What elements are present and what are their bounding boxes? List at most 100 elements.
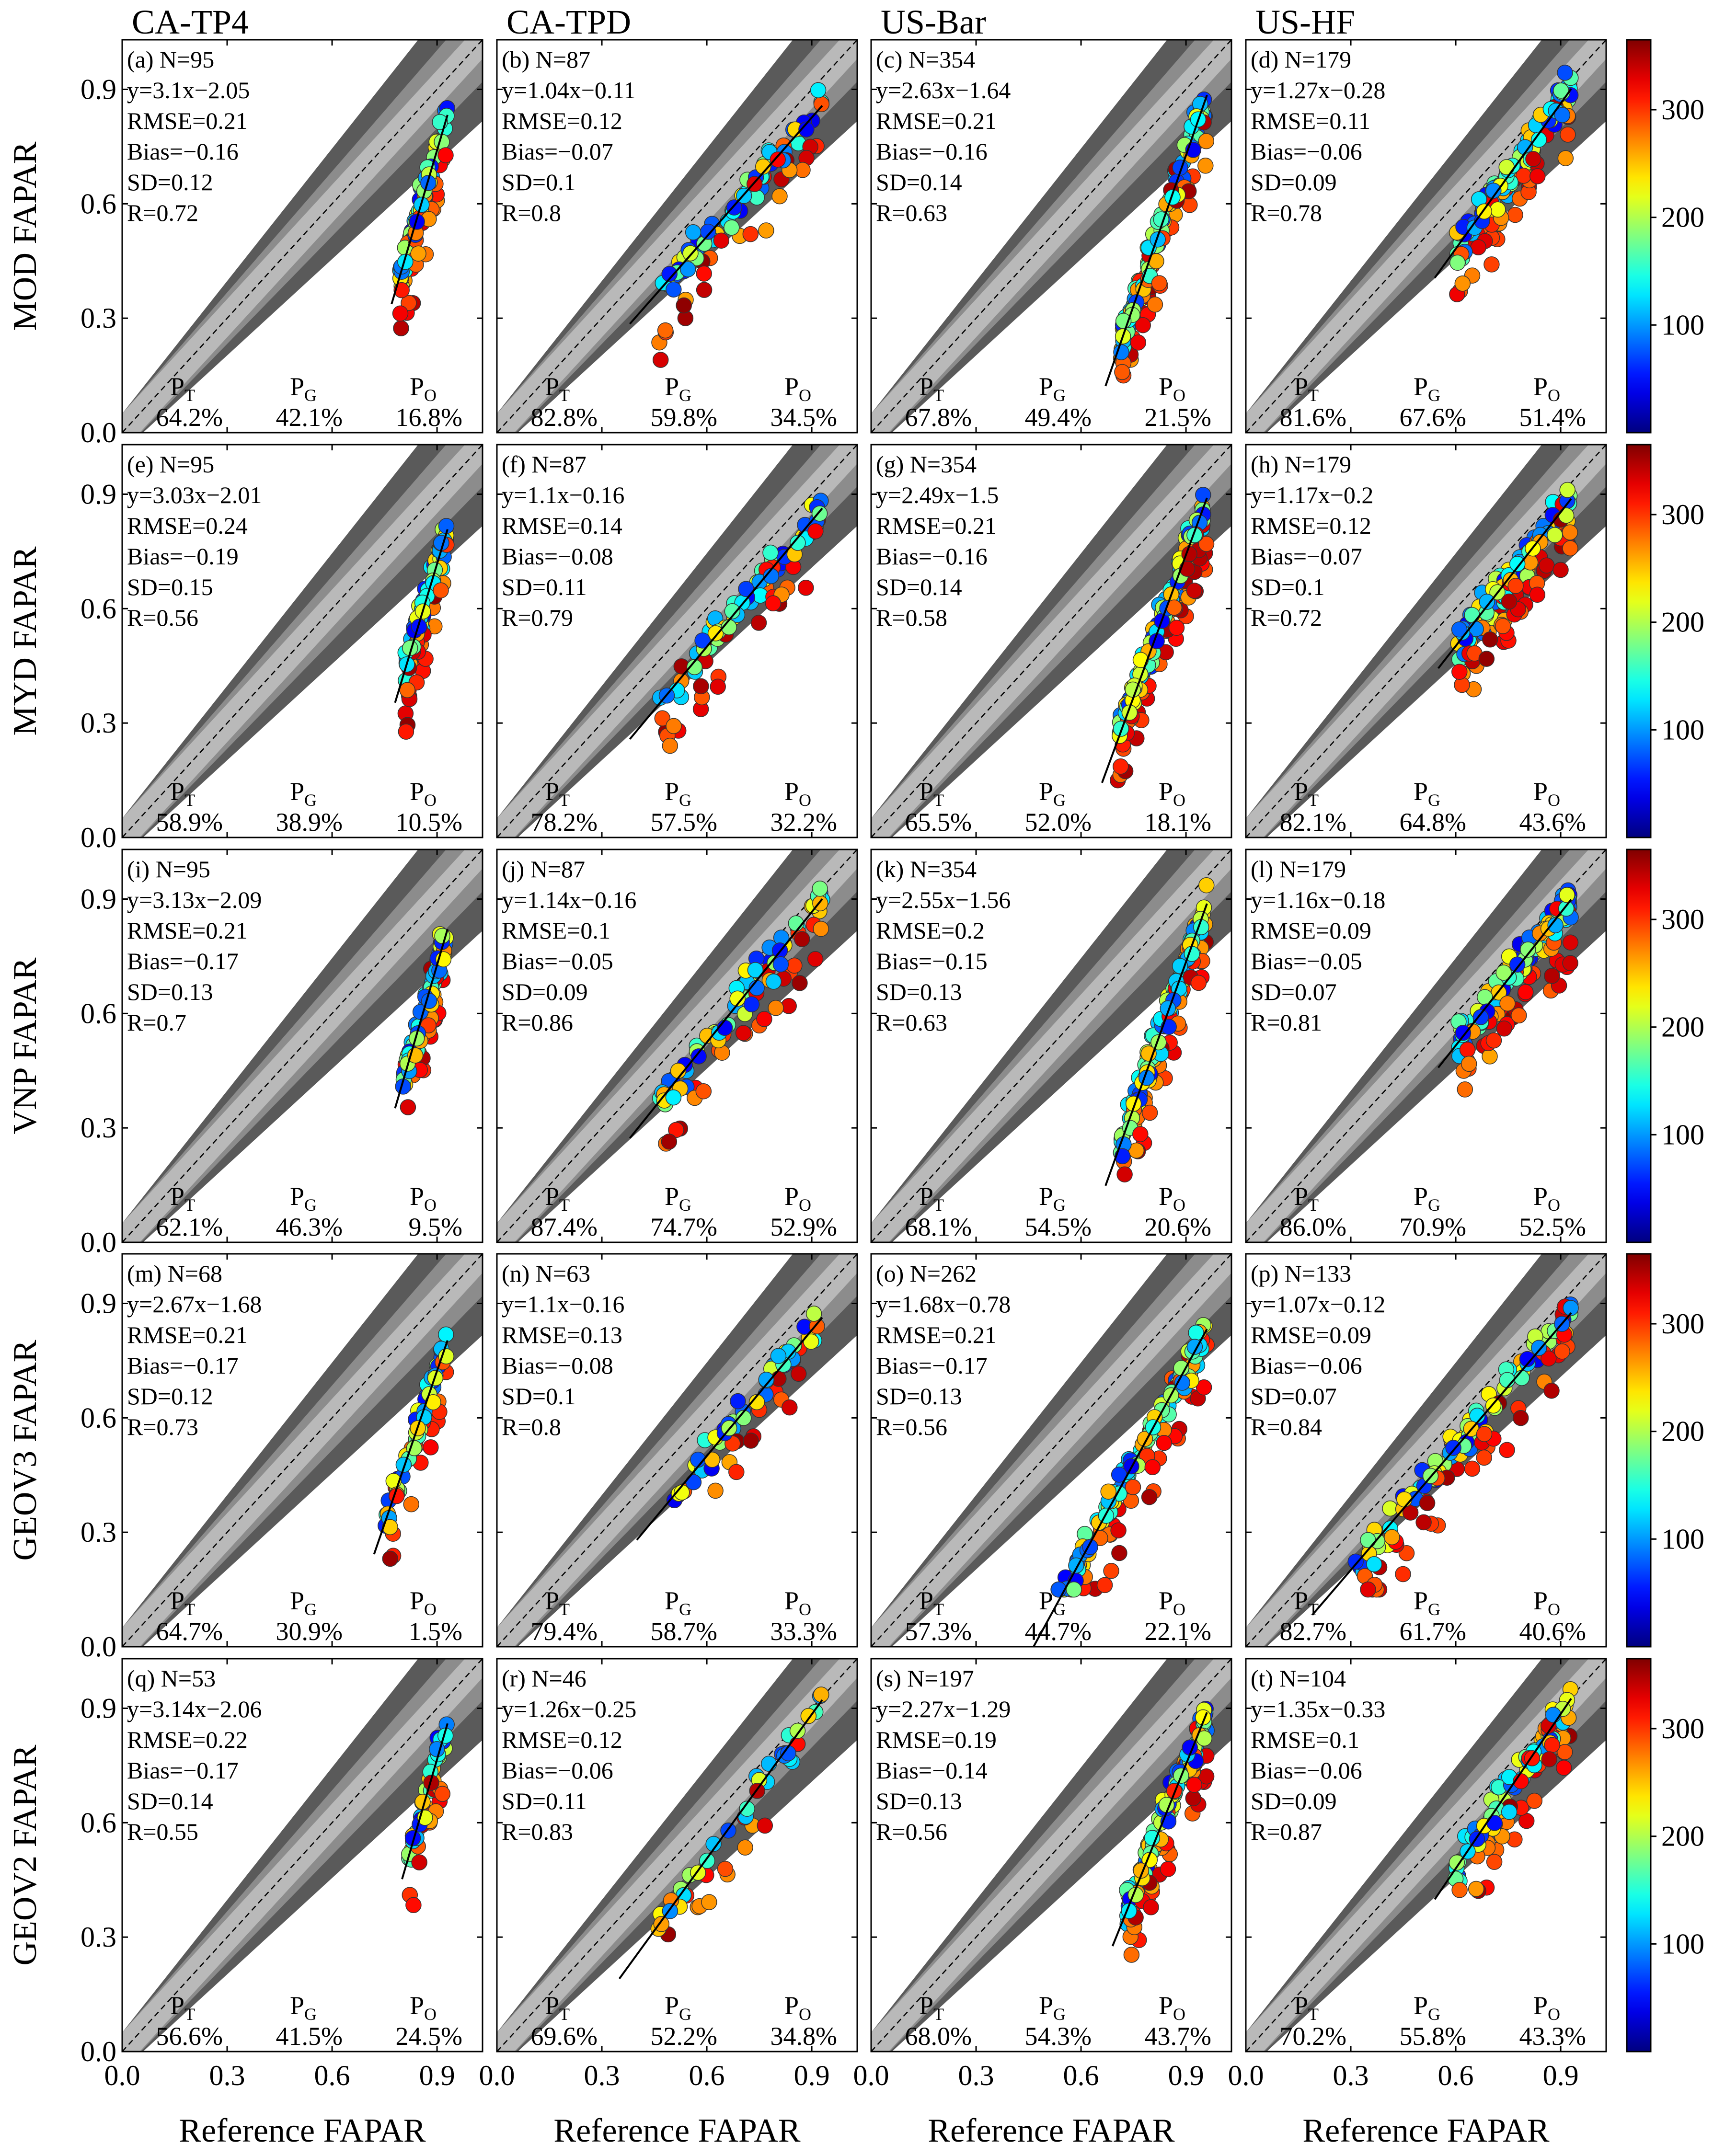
percent-label-O: PO <box>410 372 437 405</box>
data-point <box>1186 1777 1202 1793</box>
data-point <box>1384 1529 1400 1546</box>
data-point <box>423 1775 439 1791</box>
data-point <box>1445 1440 1461 1456</box>
data-point <box>400 1099 416 1115</box>
percent-label-O: PO <box>784 372 811 405</box>
percent-label-G: PG <box>1414 372 1440 405</box>
x-tick-label: 0.3 <box>1333 2060 1369 2091</box>
data-point <box>409 214 425 230</box>
data-point <box>772 956 789 973</box>
stats-line-0: (a) N=95 <box>127 46 214 73</box>
data-point <box>717 1860 734 1877</box>
percent-value-T: 65.5% <box>905 808 972 837</box>
percent-label-O: PO <box>784 1182 811 1215</box>
data-point <box>807 951 824 967</box>
data-point <box>1499 995 1516 1012</box>
data-point <box>1554 1343 1570 1360</box>
stats-line-4: SD=0.14 <box>876 169 962 195</box>
data-point <box>792 975 808 991</box>
data-point <box>1559 887 1576 903</box>
stats-line-5: R=0.81 <box>1251 1009 1322 1036</box>
data-point <box>1511 1007 1527 1024</box>
data-point <box>1478 651 1495 667</box>
data-point <box>1144 1459 1161 1476</box>
data-point <box>798 580 814 596</box>
data-point <box>1544 1737 1560 1753</box>
y-tick-label: 0.0 <box>80 822 116 853</box>
panel-frame <box>870 849 1232 1243</box>
one-to-one-line <box>122 40 483 433</box>
percent-value-O: 43.6% <box>1519 808 1586 837</box>
data-point <box>1496 1021 1512 1037</box>
data-point <box>1186 583 1203 599</box>
stats-line-2: RMSE=0.1 <box>1251 1726 1359 1753</box>
y-tick-label: 0.9 <box>80 883 116 915</box>
regression-line <box>1101 497 1208 783</box>
data-point <box>405 1897 422 1914</box>
percent-value-G: 38.9% <box>276 808 343 837</box>
data-point <box>704 1451 721 1468</box>
stats-line-2: RMSE=0.21 <box>876 107 997 134</box>
y-tick-label: 0.3 <box>80 1921 116 1953</box>
data-point <box>1125 1479 1141 1495</box>
data-point <box>406 1440 423 1456</box>
data-point <box>1529 586 1546 603</box>
data-point <box>1479 594 1495 610</box>
data-point <box>1468 1881 1484 1897</box>
data-point <box>743 1433 759 1449</box>
data-point <box>1415 1514 1432 1531</box>
data-point <box>1552 82 1569 99</box>
data-point <box>696 265 712 282</box>
y-tick-label: 0.9 <box>80 73 116 105</box>
stats-line-1: y=1.27x−0.28 <box>1251 77 1385 103</box>
one-to-one-line <box>497 40 857 433</box>
data-point <box>707 1482 724 1499</box>
one-to-one-line <box>871 1659 1231 2052</box>
data-point <box>701 1894 717 1910</box>
percent-label-G: PG <box>1414 1991 1440 2024</box>
data-point <box>1419 1495 1436 1511</box>
data-point <box>1168 619 1185 636</box>
row-label: VNP FAPAR <box>7 957 44 1134</box>
stats-line-2: RMSE=0.1 <box>502 917 610 944</box>
stats-line-4: SD=0.1 <box>1251 573 1325 600</box>
data-point <box>1186 527 1203 543</box>
regression-line <box>636 1317 823 1541</box>
one-to-one-line <box>497 1659 857 2052</box>
stats-line-3: Bias=−0.06 <box>1251 1757 1362 1784</box>
stats-line-1: y=1.68x−0.78 <box>876 1291 1011 1318</box>
stats-line-0: (l) N=179 <box>1251 856 1346 883</box>
data-point <box>1141 1489 1158 1505</box>
data-point <box>1544 968 1560 984</box>
data-point <box>1113 344 1129 360</box>
regression-line <box>1437 899 1572 1068</box>
regression-line <box>629 507 823 740</box>
data-point <box>1545 1707 1562 1723</box>
percent-value-G: 52.0% <box>1025 808 1092 837</box>
stats-line-3: Bias=−0.06 <box>1251 1352 1362 1379</box>
regression-line <box>1437 498 1572 669</box>
stats-line-1: y=1.04x−0.11 <box>502 77 636 103</box>
stats-line-5: R=0.58 <box>876 604 947 631</box>
data-point <box>770 151 786 168</box>
stats-line-3: Bias=−0.08 <box>502 1352 613 1379</box>
data-point <box>401 295 417 311</box>
percent-value-G: 67.6% <box>1400 403 1466 432</box>
stats-line-2: RMSE=0.09 <box>1251 1321 1371 1348</box>
data-point <box>710 678 726 695</box>
data-point <box>1460 1055 1477 1072</box>
percent-value-G: 54.5% <box>1025 1213 1092 1241</box>
uncertainty-band-2 <box>122 1254 483 1647</box>
data-point <box>1529 168 1546 184</box>
stats-line-0: (c) N=354 <box>876 46 975 73</box>
y-tick-label: 0.6 <box>80 1807 116 1838</box>
data-point <box>1563 1300 1579 1316</box>
data-point <box>1552 562 1569 578</box>
stats-line-1: y=1.1x−0.16 <box>502 1291 624 1318</box>
data-point <box>1366 1556 1382 1572</box>
data-point <box>1198 536 1215 552</box>
stats-line-4: SD=0.14 <box>876 573 962 600</box>
percent-label-O: PO <box>1159 1991 1185 2024</box>
colorbar-tick-label: 300 <box>1661 904 1704 935</box>
panel-frame <box>870 1658 1232 2053</box>
